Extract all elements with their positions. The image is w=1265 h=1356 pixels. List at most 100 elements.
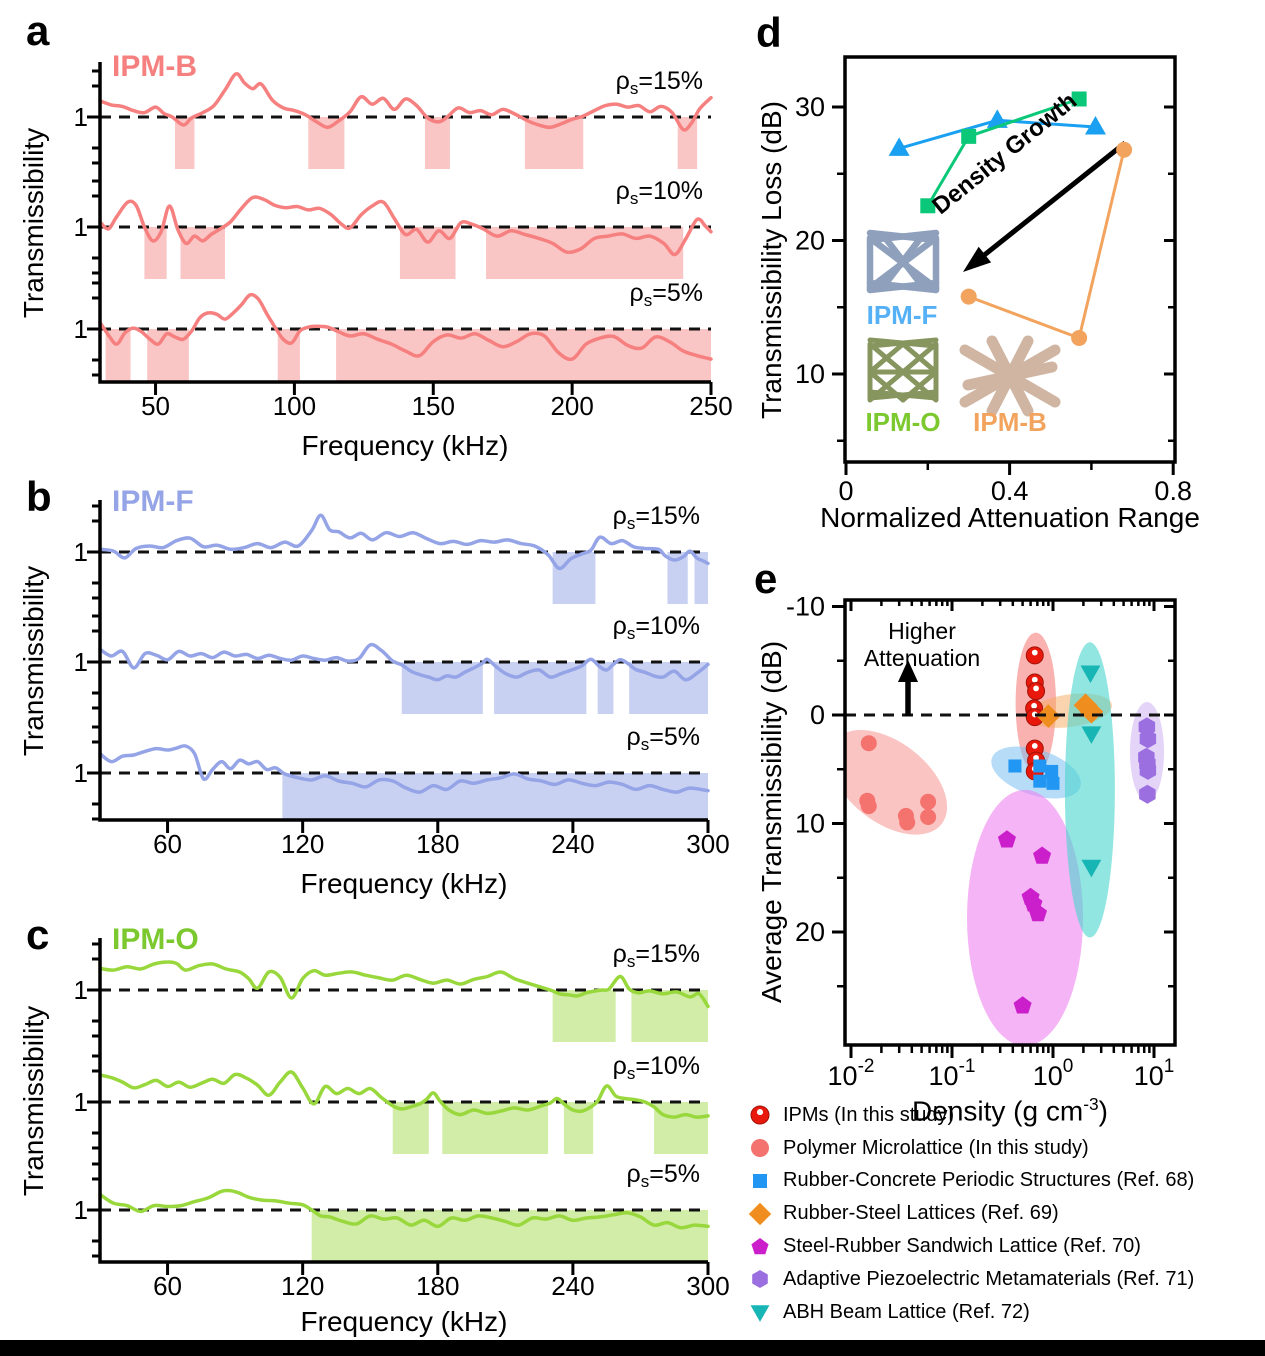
svg-text:300: 300	[686, 1271, 729, 1301]
circle-legend-icon	[751, 1139, 769, 1158]
data-point	[1139, 784, 1156, 804]
data-point	[1081, 726, 1102, 744]
legend-label: Rubber-Steel Lattices (Ref. 69)	[783, 1202, 1059, 1225]
panel-e-letter: e	[754, 555, 778, 602]
panel-e-y-axis-label: Average Transmissibility (dB)	[756, 640, 787, 1004]
data-point	[1033, 846, 1052, 864]
svg-text:0: 0	[810, 700, 825, 730]
density-ratio-label: ρs=5%	[627, 723, 700, 754]
bandgap-region	[392, 1102, 429, 1154]
svg-text:200: 200	[550, 391, 593, 421]
ipm-o-curve-row1	[98, 960, 710, 1009]
data-point	[920, 793, 937, 810]
bandgap-region	[667, 552, 688, 604]
panel-c: 1 ρs=15% 1 ρs=10% 1 ρs=5% 60 120 180 240 300	[74, 938, 730, 1301]
panel-c-y-axis-label: Transmissibility	[18, 1005, 49, 1197]
svg-text:1: 1	[74, 537, 88, 567]
ipm-f-icon-label: IPM-F	[866, 300, 938, 330]
axes	[98, 500, 708, 822]
svg-text:180: 180	[416, 1271, 459, 1301]
data-point	[1025, 708, 1044, 727]
svg-text:0.4: 0.4	[991, 476, 1029, 506]
panel-b-title: IPM-F	[112, 485, 194, 518]
ipm-o-icon	[867, 337, 939, 403]
data-point	[920, 808, 937, 825]
svg-text:0: 0	[838, 476, 853, 506]
svg-text:300: 300	[686, 829, 729, 859]
svg-text:10: 10	[795, 809, 825, 839]
svg-text:1: 1	[74, 212, 88, 242]
legend-item-1: IPMs (In this study)	[748, 1099, 1194, 1132]
ipm-o-marker	[920, 198, 936, 214]
data-point	[1028, 904, 1048, 922]
legend-item-6: Adaptive Piezoelectric Metamaterials (Re…	[748, 1263, 1194, 1296]
panel-d-x-axis-label: Normalized Attenuation Range	[820, 502, 1200, 533]
group-ellipse	[967, 789, 1083, 1045]
density-ratio-label: ρs=5%	[627, 1160, 700, 1191]
svg-text:120: 120	[281, 829, 324, 859]
ipm-b-curve-row2	[98, 195, 713, 257]
ipm-o-curve-row2	[98, 1070, 710, 1119]
square-legend-icon	[753, 1173, 767, 1188]
svg-text:10: 10	[795, 359, 825, 389]
data-point	[1036, 704, 1061, 728]
ipm-f-curve-row1	[98, 513, 710, 571]
svg-text:120: 120	[281, 1271, 324, 1301]
legend-item-2: Polymer Microlattice (In this study)	[748, 1132, 1194, 1165]
legend-item-3: Rubber-Concrete Periodic Structures (Ref…	[748, 1165, 1194, 1198]
svg-text:1: 1	[74, 975, 88, 1005]
panel-a-title: IPM-B	[112, 50, 197, 83]
svg-text:100: 100	[273, 391, 316, 421]
legend: IPMs (In this study) Polymer Microlattice…	[748, 1099, 1194, 1329]
higher-attenuation-annotation: Higher Attenuation	[863, 618, 981, 671]
density-ratio-label: ρs=5%	[630, 279, 703, 310]
tri-down-legend-icon	[750, 1305, 770, 1323]
panel-c-title: IPM-O	[112, 923, 199, 956]
ipm-o-icon-label: IPM-O	[865, 407, 941, 437]
density-ratio-label: ρs=10%	[613, 612, 700, 643]
svg-text:-10: -10	[786, 592, 825, 622]
pentagon-legend-icon	[751, 1237, 769, 1254]
ipm-f-marker	[1084, 116, 1106, 135]
bandgap-region	[694, 552, 708, 604]
ipm-b-curve-row3	[98, 292, 713, 362]
bandgap-region	[311, 1210, 708, 1262]
data-point	[1139, 729, 1157, 749]
density-ratio-label: ρs=10%	[613, 1052, 700, 1083]
legend-item-5: Steel-Rubber Sandwich Lattice (Ref. 70)	[748, 1230, 1194, 1263]
data-point	[1080, 665, 1101, 684]
data-point	[1025, 739, 1044, 758]
ipm-b-icon-label: IPM-B	[973, 407, 1047, 437]
bandgap-region	[147, 329, 189, 382]
tri-down-legend-marker	[750, 1305, 770, 1323]
bandgap-region	[424, 117, 450, 169]
panel-d-letter: d	[756, 9, 782, 56]
panel-e-x-axis-label: Density (g cm-3)	[912, 1094, 1108, 1127]
ipm-b-marker	[960, 288, 977, 305]
bandgap-region	[552, 552, 596, 604]
panel-c-letter: c	[26, 911, 50, 958]
legend-label: Polymer Microlattice (In this study)	[783, 1136, 1089, 1159]
panel-b-letter: b	[26, 473, 52, 520]
bandgap-region	[486, 227, 684, 279]
bandgap-region	[631, 990, 708, 1042]
pentagon-legend-marker	[751, 1237, 769, 1254]
ipm-o-marker	[961, 128, 977, 144]
ipm-b-icon	[959, 335, 1061, 417]
bandgap-region	[653, 1102, 708, 1154]
data-point	[1045, 764, 1059, 778]
axes	[98, 62, 711, 384]
panel-a: 1 ρs=15% 1 ρs=10% 1 ρs=5% 50 100 150 200 250	[74, 62, 733, 421]
bandgap-region	[180, 227, 225, 279]
svg-text:0.8: 0.8	[1154, 476, 1192, 506]
axes	[98, 938, 708, 1264]
ipm-f-icon	[866, 229, 940, 294]
hexagon-legend-icon	[752, 1270, 768, 1289]
svg-text:60: 60	[153, 1271, 182, 1301]
svg-text:1: 1	[74, 758, 88, 788]
data-point	[1027, 682, 1046, 701]
panel-d: 0 0.4 0.8 10 20 30	[795, 55, 1192, 506]
svg-text:100: 100	[1033, 1056, 1074, 1091]
density-growth-arrowhead	[963, 246, 992, 272]
